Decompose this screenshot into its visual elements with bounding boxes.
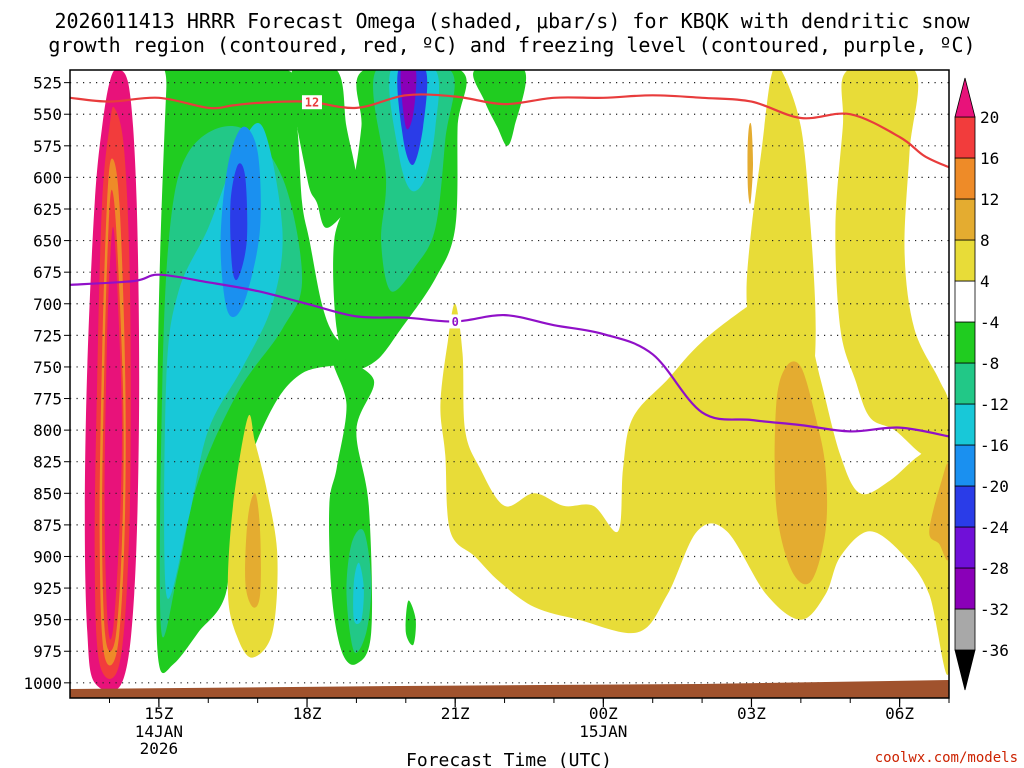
x-tick-label-03Z: 03Z bbox=[737, 704, 766, 723]
y-tick-label-675: 675 bbox=[33, 263, 62, 282]
temperature-contours: 12 0 bbox=[70, 93, 949, 438]
colorbar-band bbox=[954, 608, 976, 651]
y-tick-label-625: 625 bbox=[33, 200, 62, 219]
y-axis: 525 550 575 600 625 650 675 700 725 750 775 800 825 8… bbox=[23, 74, 70, 693]
colorbar-bottom-arrow bbox=[954, 649, 976, 691]
colorbar-band bbox=[954, 321, 976, 364]
colorbar-band bbox=[954, 157, 976, 200]
y-tick-label-725: 725 bbox=[33, 326, 62, 345]
colorbar-label--12: -12 bbox=[980, 395, 1009, 414]
colorbar-label--4: -4 bbox=[980, 313, 999, 332]
freezing-level-0c-line-label-bg bbox=[449, 314, 462, 329]
x-tick-sublabel-2026: 2026 bbox=[140, 739, 179, 758]
colorbar-band bbox=[954, 239, 976, 282]
y-tick-label-800: 800 bbox=[33, 421, 62, 440]
y-tick-label-775: 775 bbox=[33, 390, 62, 409]
colorbar: 20 16 12 8 4 -4 -8 -12 -16 -20 -24 -28 -32 -36 bbox=[954, 77, 1009, 691]
omega-region-sinking-lower-1900-core bbox=[353, 562, 364, 625]
freezing-level-0c-line bbox=[70, 273, 949, 438]
omega-region-sinking-tower-1700 bbox=[291, 70, 357, 228]
colorbar-label--36: -36 bbox=[980, 641, 1009, 660]
colorbar-label-8: 8 bbox=[980, 231, 990, 250]
omega-region-sinking-wisp-2240 bbox=[473, 70, 526, 146]
dgz-12c-line bbox=[70, 93, 949, 169]
colorbar-label--20: -20 bbox=[980, 477, 1009, 496]
omega-region-rising-0530-upper bbox=[835, 70, 949, 461]
x-tick-sublabel-14JAN: 14JAN bbox=[135, 722, 183, 741]
colorbar-label-12: 12 bbox=[980, 190, 999, 209]
colorbar-band bbox=[954, 198, 976, 241]
colorbar-band bbox=[954, 116, 976, 159]
colorbar-top-arrow bbox=[954, 77, 976, 118]
plot-frame bbox=[69, 69, 950, 699]
terrain-strip bbox=[70, 680, 949, 698]
omega-region-rising-2100-plume bbox=[440, 291, 949, 675]
colorbar-band bbox=[954, 444, 976, 487]
y-tick-label-525: 525 bbox=[33, 74, 62, 93]
freezing-level-0c-line-label: 0 bbox=[452, 315, 459, 329]
site-credit: coolwx.com/models bbox=[875, 750, 1018, 766]
y-tick-label-650: 650 bbox=[33, 232, 62, 251]
chart-title-line1: 2026011413 HRRR Forecast Omega (shaded, … bbox=[54, 9, 970, 33]
x-tick-label-21Z: 21Z bbox=[441, 704, 470, 723]
colorbar-band bbox=[954, 362, 976, 405]
y-tick-label-700: 700 bbox=[33, 295, 62, 314]
colorbar-label--16: -16 bbox=[980, 436, 1009, 455]
plot-area: 12 0 bbox=[70, 70, 949, 698]
colorbar-label--32: -32 bbox=[980, 600, 1009, 619]
dgz-12c-line-label: 12 bbox=[305, 96, 319, 110]
y-tick-label-950: 950 bbox=[33, 611, 62, 630]
colorbar-band bbox=[954, 403, 976, 446]
omega-region-sinking-max-1640-core bbox=[230, 163, 248, 281]
colorbar-label-4: 4 bbox=[980, 272, 990, 291]
y-tick-label-550: 550 bbox=[33, 105, 62, 124]
colorbar-band bbox=[954, 280, 976, 323]
y-tick-label-925: 925 bbox=[33, 579, 62, 598]
x-tick-sublabel-15JAN: 15JAN bbox=[579, 722, 627, 741]
x-tick-label-00Z: 00Z bbox=[589, 704, 618, 723]
omega-region-rising-right-edge bbox=[929, 463, 949, 561]
colorbar-label--24: -24 bbox=[980, 518, 1009, 537]
colorbar-label--8: -8 bbox=[980, 354, 999, 373]
y-tick-label-1000: 1000 bbox=[23, 674, 62, 693]
omega-region-rising-1700-lower-core bbox=[245, 493, 261, 608]
omega-region-sinking-tower-2000-max bbox=[400, 70, 417, 130]
dgz-12c-line-label-bg bbox=[301, 95, 322, 110]
chart-title-line2: growth region (contoured, red, ºC) and f… bbox=[48, 33, 975, 57]
y-tick-label-750: 750 bbox=[33, 358, 62, 377]
omega-region-rising-0300-core bbox=[774, 361, 828, 585]
y-tick-label-875: 875 bbox=[33, 516, 62, 535]
y-tick-label-900: 900 bbox=[33, 547, 62, 566]
y-tick-label-575: 575 bbox=[33, 137, 62, 156]
colorbar-label-16: 16 bbox=[980, 149, 999, 168]
colorbar-label--28: -28 bbox=[980, 559, 1009, 578]
omega-region-sinking-blob-2020 bbox=[405, 600, 416, 646]
omega-region-rising-0300-upper bbox=[746, 70, 816, 418]
omega-region-rising-core-1440-level-3 bbox=[104, 226, 122, 640]
y-tick-label-850: 850 bbox=[33, 484, 62, 503]
x-axis-label: Forecast Time (UTC) bbox=[406, 750, 612, 768]
x-tick-label-06Z: 06Z bbox=[885, 704, 914, 723]
colorbar-label-20: 20 bbox=[980, 108, 999, 127]
y-tick-label-975: 975 bbox=[33, 642, 62, 661]
y-tick-label-825: 825 bbox=[33, 453, 62, 472]
y-tick-label-600: 600 bbox=[33, 168, 62, 187]
x-tick-label-18Z: 18Z bbox=[293, 704, 322, 723]
x-tick-label-15Z: 15Z bbox=[144, 704, 173, 723]
colorbar-band bbox=[954, 526, 976, 569]
omega-region-rising-0300-thin bbox=[747, 122, 754, 204]
colorbar-band bbox=[954, 485, 976, 528]
colorbar-band bbox=[954, 567, 976, 610]
omega-shading bbox=[84, 70, 949, 692]
